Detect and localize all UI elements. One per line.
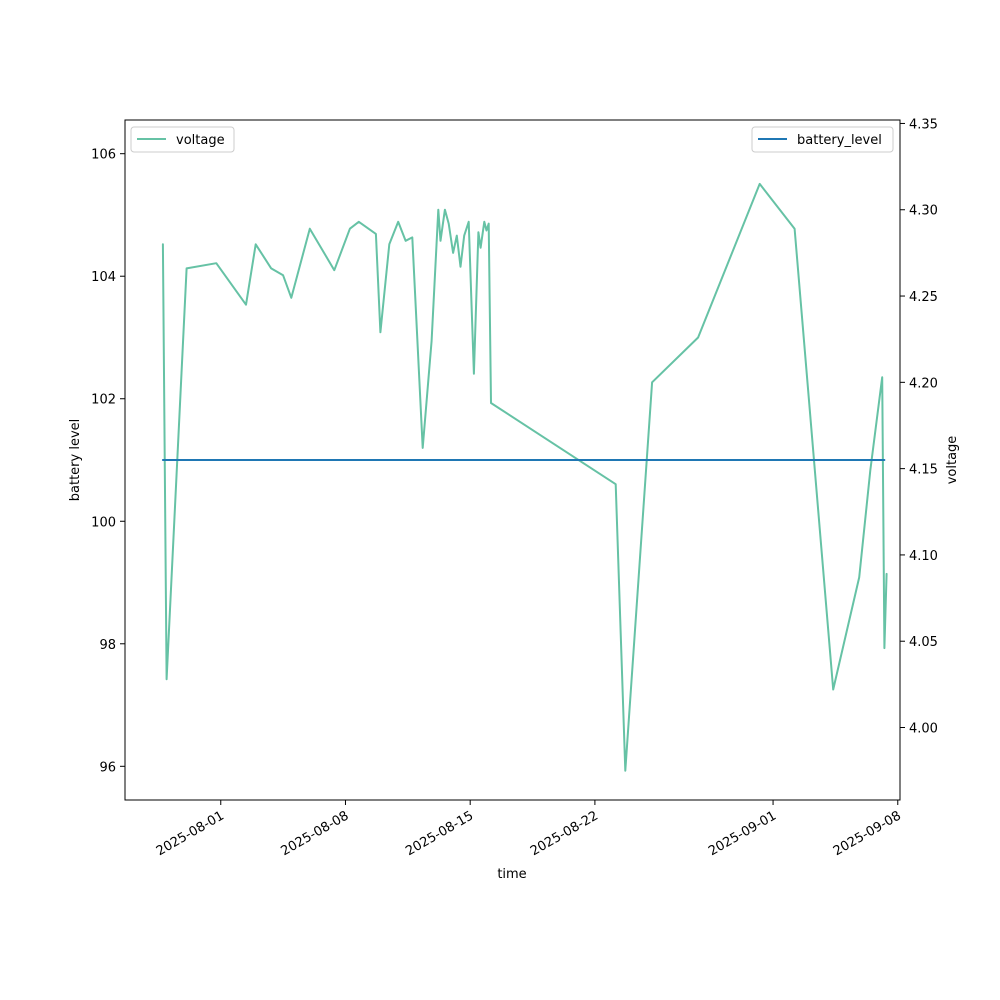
x-tick-label: 2025-09-01 — [706, 808, 779, 859]
y-right-tick-label: 4.20 — [909, 376, 938, 391]
legend-voltage-box — [130, 126, 235, 153]
series-layer — [161, 182, 888, 772]
y-left-tick-label: 102 — [91, 393, 116, 408]
x-tick-label: 2025-08-01 — [154, 808, 227, 859]
x-tick-label: 2025-08-15 — [403, 808, 476, 859]
y-left-tick-label: 100 — [91, 515, 116, 530]
legend-voltage-label: voltage — [176, 133, 225, 148]
series-line-voltage — [161, 182, 888, 772]
y-right-tick-label: 4.10 — [909, 549, 938, 564]
y-right-tick-label: 4.30 — [909, 204, 938, 219]
legend-voltage: voltage — [130, 126, 235, 153]
y-axis-right-title: voltage — [945, 436, 960, 485]
legend-battery-level-label: battery_level — [797, 133, 882, 148]
y-right-tick-label: 4.00 — [909, 722, 938, 737]
y-axis-right: 4.00 4.05 4.10 4.15 4.20 4.25 4.30 4.35 — [900, 117, 938, 737]
x-axis: 2025-08-01 2025-08-08 2025-08-15 2025-08-22… — [154, 800, 904, 859]
y-axis-left: 96 98 100 102 104 106 — [91, 148, 125, 775]
x-tick-label: 2025-09-08 — [831, 808, 904, 859]
legend-battery-level-box — [751, 126, 894, 153]
y-right-tick-label: 4.25 — [909, 290, 938, 305]
legend-battery-level: battery_level — [751, 126, 894, 153]
y-left-tick-label: 98 — [99, 638, 116, 653]
y-axis-left-title: battery level — [68, 419, 83, 502]
x-tick-label: 2025-08-22 — [528, 808, 601, 859]
y-right-tick-label: 4.05 — [909, 635, 938, 650]
y-left-tick-label: 104 — [91, 270, 116, 285]
y-right-tick-label: 4.35 — [909, 117, 938, 132]
plot-frame — [124, 119, 901, 801]
y-left-tick-label: 96 — [99, 760, 116, 775]
y-right-tick-label: 4.15 — [909, 463, 938, 478]
x-tick-label: 2025-08-08 — [279, 808, 352, 859]
y-left-tick-label: 106 — [91, 148, 116, 163]
x-axis-title: time — [497, 867, 526, 882]
